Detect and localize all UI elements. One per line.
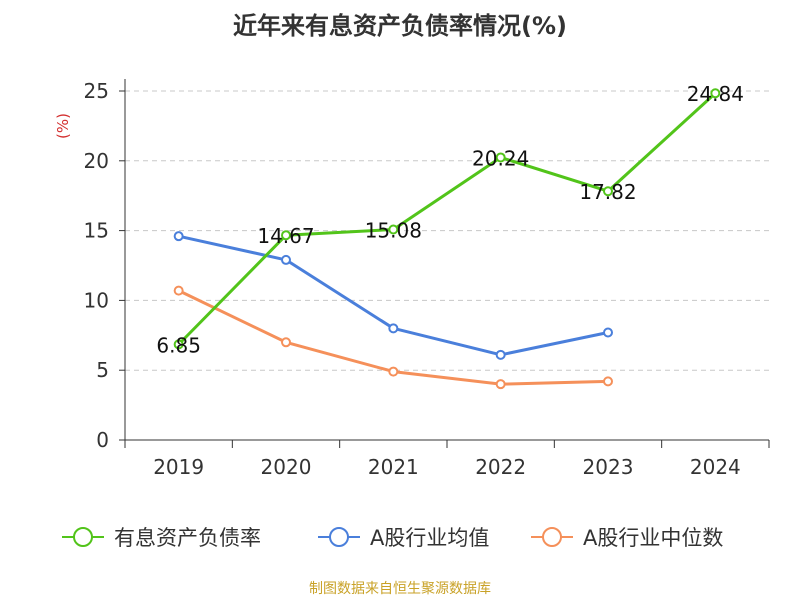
x-tick-label: 2024 xyxy=(690,455,741,479)
y-tick-label: 25 xyxy=(84,79,109,103)
legend-marker xyxy=(73,527,93,547)
data-point xyxy=(495,379,506,390)
data-point xyxy=(495,152,506,163)
data-point xyxy=(173,285,184,296)
series-line xyxy=(178,234,609,357)
y-tick-label: 0 xyxy=(96,428,109,452)
y-tick-label: 10 xyxy=(84,288,109,312)
data-label: 14.67 xyxy=(257,224,314,248)
data-label: 20.24 xyxy=(472,146,529,170)
data-point xyxy=(603,376,613,387)
x-tick-label: 2023 xyxy=(583,455,634,479)
data-point xyxy=(173,339,184,350)
data-point xyxy=(173,231,184,242)
legend-marker xyxy=(542,527,562,547)
data-point xyxy=(388,366,399,377)
y-tick-label: 5 xyxy=(96,358,109,382)
data-point xyxy=(281,230,291,241)
y-tick-label: 15 xyxy=(84,219,109,243)
data-point xyxy=(281,254,291,265)
data-label: 15.08 xyxy=(365,218,422,242)
legend-marker xyxy=(329,527,349,547)
data-label: 24.84 xyxy=(687,82,744,106)
x-tick-label: 2022 xyxy=(475,455,526,479)
data-label: 17.82 xyxy=(579,180,636,204)
x-tick-label: 2021 xyxy=(368,455,419,479)
data-point xyxy=(281,337,291,348)
y-axis-label: (%) xyxy=(54,113,72,139)
data-label: 6.85 xyxy=(156,333,201,357)
data-point xyxy=(710,88,721,99)
legend-label: A股行业均值 xyxy=(370,526,489,550)
chart-title: 近年来有息资产负债率情况(%) xyxy=(233,12,567,40)
legend-label: 有息资产负债率 xyxy=(114,526,261,550)
data-point xyxy=(388,323,399,334)
data-point xyxy=(495,349,506,360)
y-tick-label: 20 xyxy=(84,149,109,173)
data-point xyxy=(603,327,613,338)
x-tick-label: 2020 xyxy=(261,455,312,479)
data-point xyxy=(388,224,399,235)
series-line xyxy=(177,92,717,346)
source-note: 制图数据来自恒生聚源数据库 xyxy=(309,581,491,597)
data-point xyxy=(603,186,613,197)
x-tick-label: 2019 xyxy=(153,455,204,479)
legend-label: A股行业中位数 xyxy=(583,526,723,550)
